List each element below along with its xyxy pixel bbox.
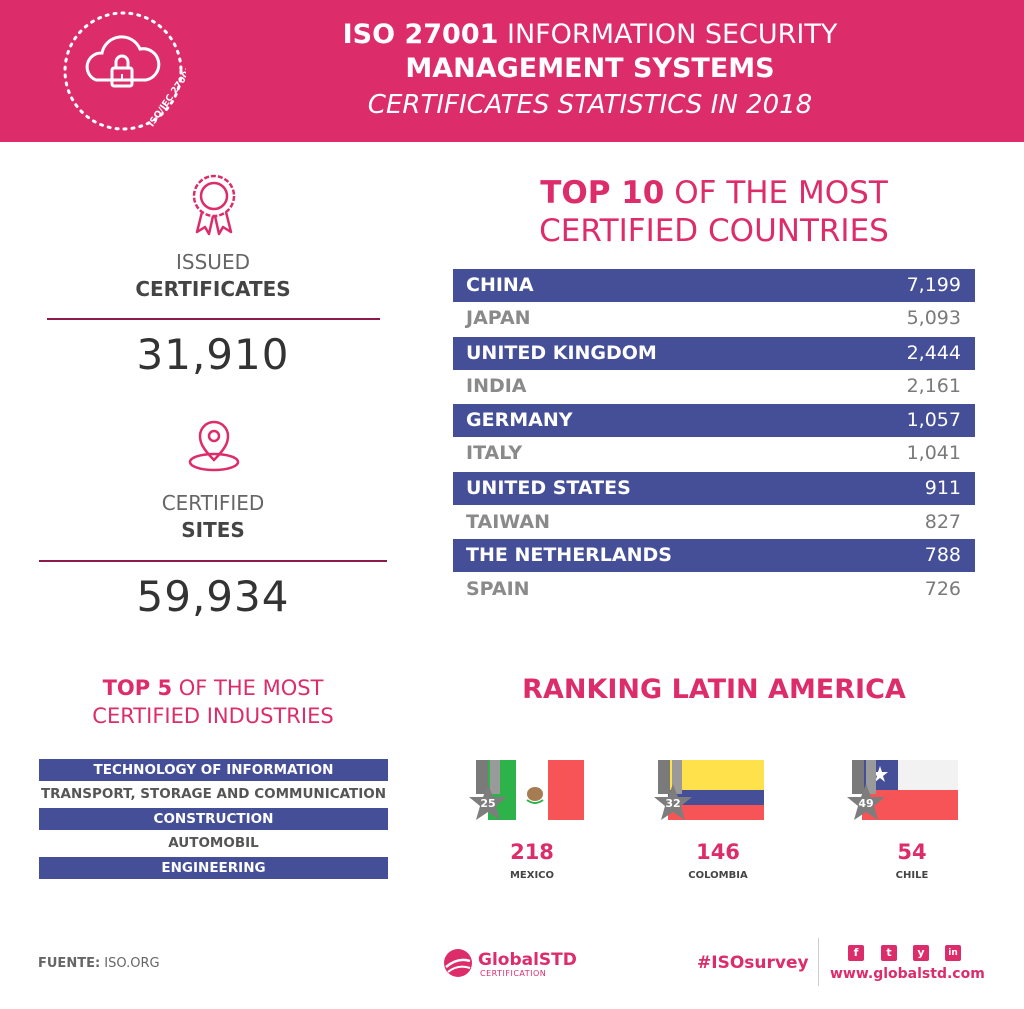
header-title-line1: ISO 27001 INFORMATION SECURITY	[342, 19, 838, 50]
chile-flag-icon	[852, 760, 958, 820]
industry-row-1: TECHNOLOGY OF INFORMATION	[39, 759, 388, 781]
country-row-4: INDIA 2,161	[453, 370, 975, 403]
country-row-10: SPAIN 726	[453, 573, 975, 606]
colombia-rank: 32	[665, 797, 681, 810]
sites-divider	[39, 560, 387, 562]
top-countries-title: TOP 10 OF THE MOST CERTIFIED COUNTRIES	[539, 175, 889, 249]
linkedin-icon[interactable]: in	[945, 945, 961, 961]
sites-value: 59,934	[136, 572, 290, 621]
hashtag-link[interactable]: #ISOsurvey	[697, 953, 809, 973]
award-ribbon-icon	[192, 174, 236, 236]
industry-row-5: ENGINEERING	[39, 857, 388, 879]
location-pin-icon	[188, 420, 240, 472]
facebook-icon[interactable]: f	[848, 945, 864, 961]
top-industries-title: TOP 5 OF THE MOST CERTIFIED INDUSTRIES	[92, 676, 334, 728]
chile-name: CHILE	[895, 870, 929, 881]
seal-text: ISO/IEC 27001	[147, 65, 186, 129]
rank-star-icon	[469, 784, 507, 820]
rank-star-icon	[847, 784, 885, 820]
country-row-2: JAPAN 5,093	[453, 302, 975, 335]
mexico-count: 218	[510, 840, 554, 864]
industry-row-3: CONSTRUCTION	[39, 808, 388, 830]
youtube-icon[interactable]: y	[913, 945, 929, 961]
sites-bold-label: SITES	[181, 518, 245, 542]
header-banner: ISO/IEC 27001 ISO 27001 INFORMATION SECU…	[0, 0, 1024, 142]
footer-divider	[818, 938, 819, 986]
country-row-9: THE NETHERLANDS 788	[453, 539, 975, 572]
issued-value: 31,910	[136, 330, 290, 379]
iso-seal-icon: ISO/IEC 27001	[63, 11, 186, 131]
country-row-3: UNITED KINGDOM 2,444	[453, 337, 975, 370]
chile-count: 54	[897, 840, 927, 864]
country-row-8: TAIWAN 827	[453, 506, 975, 539]
header-subtitle: CERTIFICATES STATISTICS IN 2018	[367, 90, 813, 120]
footer-source: FUENTE: ISO.ORG	[38, 956, 160, 971]
country-row-7: UNITED STATES 911	[453, 472, 975, 505]
issued-label: ISSUED	[176, 250, 250, 274]
colombia-name: COLOMBIA	[688, 870, 748, 881]
globalstd-logo-icon	[444, 949, 472, 977]
mexico-rank: 25	[480, 797, 496, 810]
issued-bold-label: CERTIFICATES	[135, 277, 291, 301]
country-row-1: CHINA 7,199	[453, 269, 975, 302]
latin-america-title: RANKING LATIN AMERICA	[522, 674, 906, 705]
colombia-flag-icon	[658, 760, 764, 820]
country-row-6: ITALY 1,041	[453, 437, 975, 470]
issued-divider	[47, 318, 380, 320]
sites-label: CERTIFIED	[161, 491, 265, 515]
header-title-line2: MANAGEMENT SYSTEMS	[405, 53, 775, 84]
globalstd-logo-subtitle: CERTIFICATION	[480, 969, 547, 978]
industry-row-2: TRANSPORT, STORAGE AND COMMUNICATION	[39, 783, 388, 805]
website-link[interactable]: www.globalstd.com	[830, 966, 985, 982]
chile-rank: 49	[858, 797, 874, 810]
industry-row-4: AUTOMOBIL	[39, 832, 388, 854]
rank-star-icon	[654, 784, 692, 820]
mexico-name: MEXICO	[509, 870, 555, 881]
colombia-count: 146	[696, 840, 740, 864]
twitter-icon[interactable]: t	[881, 945, 897, 961]
globalstd-logo-text: GlobalSTD	[478, 950, 577, 970]
country-row-5: GERMANY 1,057	[453, 404, 975, 437]
